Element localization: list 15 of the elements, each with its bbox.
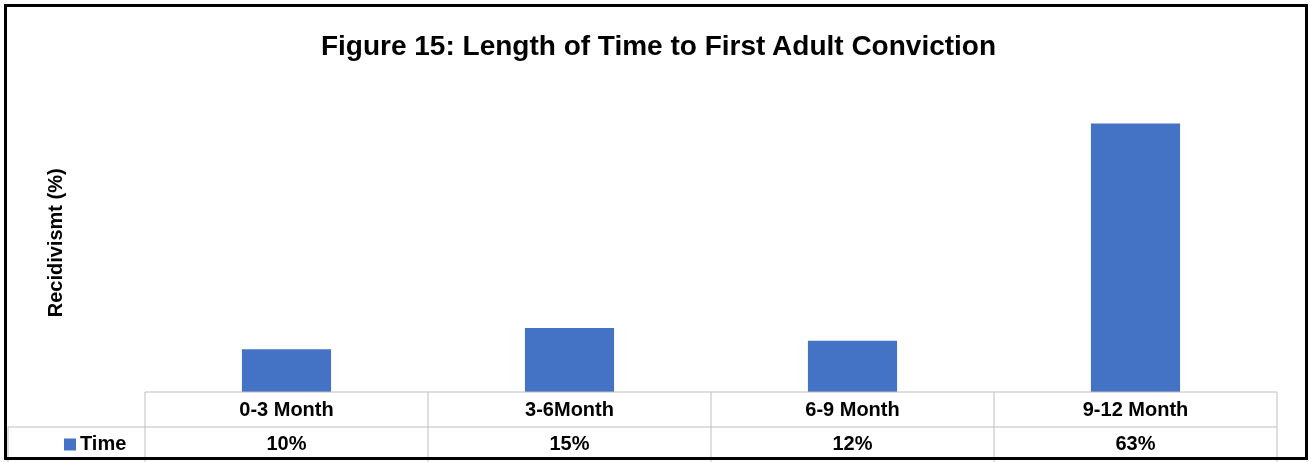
bar xyxy=(807,340,898,392)
y-axis-title: Recidivismt (%) xyxy=(43,168,66,318)
bar xyxy=(241,349,332,392)
legend-label: Time xyxy=(80,432,127,455)
bar xyxy=(1090,123,1181,392)
x-tick-label: 6-9 Month xyxy=(805,397,900,420)
data-label: 10% xyxy=(266,432,307,455)
x-tick-label: 9-12 Month xyxy=(1082,397,1189,420)
data-label: 12% xyxy=(832,432,873,455)
chart-title: Figure 15: Length of Time to First Adult Conviction xyxy=(320,29,997,61)
data-label: 63% xyxy=(1115,432,1156,455)
bar xyxy=(524,328,615,392)
x-tick-label: 3-6Month xyxy=(525,397,614,420)
data-label: 15% xyxy=(549,432,590,455)
x-tick-label: 0-3 Month xyxy=(239,397,334,420)
